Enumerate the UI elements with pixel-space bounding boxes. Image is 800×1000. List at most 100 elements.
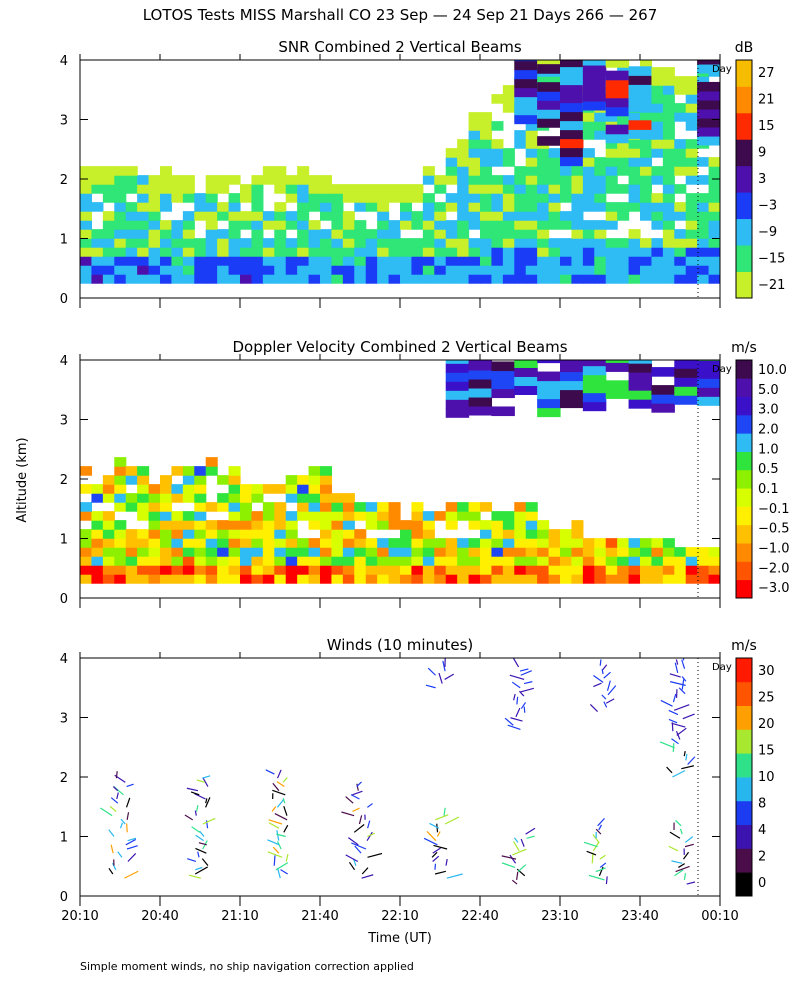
field-cell (160, 511, 173, 521)
field-cell (640, 175, 653, 185)
field-cell (491, 388, 515, 399)
field-cell (308, 538, 321, 548)
wind-barb (605, 698, 615, 704)
field-cell (594, 175, 607, 185)
x-tick-label: 23:40 (621, 909, 658, 924)
colorbar-tick-label: 9 (758, 146, 766, 161)
field-cell (594, 556, 607, 566)
field-cell (251, 484, 264, 494)
field-cell (102, 556, 115, 566)
field-cell (205, 175, 218, 185)
wind-barb (112, 786, 119, 792)
field-cell (537, 109, 561, 119)
field-cell (274, 247, 287, 257)
field-cell (308, 556, 321, 566)
y-tick-label: 3 (60, 712, 68, 727)
field-cell (708, 202, 720, 212)
field-cell (240, 547, 253, 557)
field-cell (102, 229, 115, 239)
field-cell (308, 511, 321, 521)
field-cell (674, 377, 698, 387)
field-cell (582, 383, 607, 394)
field-cell (445, 538, 458, 548)
field-cell (217, 529, 230, 539)
field-cell (228, 211, 241, 221)
wind-barb (501, 862, 516, 869)
field-cell (697, 99, 720, 110)
field-cell (651, 238, 664, 248)
field-cell (91, 538, 104, 548)
field-cell (137, 256, 150, 266)
colorbar-unit: m/s (731, 638, 757, 654)
field-cell (365, 193, 378, 203)
field-cell (320, 274, 333, 284)
wind-barb (108, 867, 114, 875)
field-cell (697, 135, 720, 146)
field-cell (114, 193, 127, 203)
wind-barb (347, 837, 359, 846)
field-cell (491, 220, 504, 230)
field-cell (457, 184, 470, 194)
field-cell (594, 247, 607, 257)
field-cell (445, 511, 458, 521)
field-cell (331, 193, 344, 203)
wind-barb (671, 722, 686, 728)
field-cell (137, 220, 150, 230)
field-cell (491, 94, 504, 104)
field-cell (308, 274, 321, 284)
field-cell (434, 220, 447, 230)
y-tick-label: 1 (60, 233, 68, 248)
colorbar-tick-label: −1.0 (758, 541, 790, 556)
field-cell (548, 565, 561, 575)
field-cell (160, 202, 173, 212)
field-cell (411, 574, 424, 584)
field-cell (377, 220, 390, 230)
field-cell (491, 265, 504, 275)
field-cell (262, 547, 275, 557)
field-cell (308, 475, 321, 485)
field-cell (285, 265, 298, 275)
field-cell (411, 256, 424, 266)
field-cell (514, 256, 527, 266)
wind-barb (425, 684, 436, 689)
field-cell (251, 493, 264, 503)
field-cell (251, 511, 264, 521)
field-cell (91, 265, 104, 275)
field-cell (514, 211, 527, 221)
field-cell (640, 538, 653, 548)
field-cell (468, 387, 493, 398)
wind-barb (367, 852, 383, 858)
field-cell (388, 511, 401, 521)
wind-barb (187, 858, 197, 863)
field-cell (594, 157, 607, 167)
field-cell (514, 60, 538, 62)
field-cell (560, 220, 573, 230)
field-cell (594, 193, 607, 203)
field-cell (605, 157, 618, 167)
field-cell (274, 538, 287, 548)
field-cell (514, 265, 527, 275)
field-cell (102, 520, 115, 530)
field-cell (605, 148, 618, 158)
panel-title: SNR Combined 2 Vertical Beams (278, 38, 521, 56)
field-cell (697, 76, 710, 86)
y-tick-label: 1 (60, 533, 68, 548)
field-cell (102, 565, 115, 575)
field-cell (320, 502, 333, 512)
wind-barb (513, 837, 519, 843)
plot-frame (79, 657, 721, 897)
data-field (100, 658, 696, 885)
field-cell (525, 265, 538, 275)
field-cell (80, 556, 93, 566)
field-cell (148, 184, 161, 194)
field-cell (491, 229, 504, 239)
field-cell (228, 529, 241, 539)
field-cell (502, 547, 515, 557)
field-cell (685, 574, 698, 584)
field-cell (228, 520, 241, 530)
field-cell (662, 247, 675, 257)
wind-barb (358, 815, 363, 825)
field-cell (377, 256, 390, 266)
field-cell (308, 502, 321, 512)
field-cell (91, 274, 104, 284)
